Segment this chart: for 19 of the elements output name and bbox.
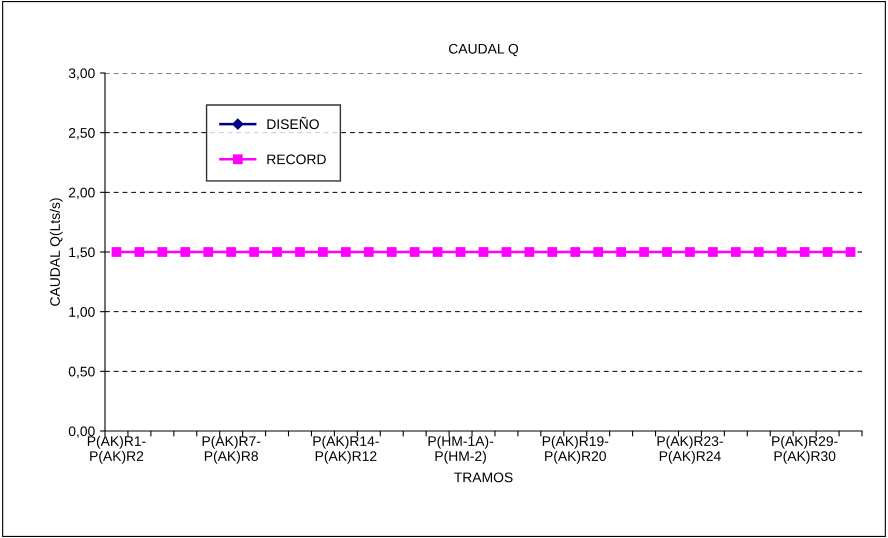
x-tick-label: P(AK)R19- P(AK)R20 bbox=[542, 436, 608, 464]
y-tick-label: 1,50 bbox=[69, 247, 95, 259]
y-tick-label: 2,00 bbox=[68, 188, 95, 200]
y-tick-label: 2,50 bbox=[68, 128, 95, 140]
x-tick-label: P(AK)R14- P(AK)R12 bbox=[313, 436, 379, 464]
y-tick-label: 0,00 bbox=[68, 426, 95, 438]
y-tick-label: 3,00 bbox=[68, 68, 95, 80]
chart-title: CAUDAL Q bbox=[448, 44, 518, 56]
legend-label: RECORD bbox=[267, 154, 326, 164]
y-tick-label: 0,50 bbox=[68, 366, 95, 378]
y-tick-label: 1,00 bbox=[69, 307, 95, 318]
x-tick-label: P(AK)R23- P(AK)R24 bbox=[658, 436, 723, 464]
y-axis-title: CAUDAL Q(Lts/s) bbox=[50, 198, 63, 306]
legend-label: DISEÑO bbox=[267, 116, 319, 130]
x-tick-label: P(AK)R7- P(AK)R8 bbox=[202, 436, 260, 464]
x-axis-title: TRAMOS bbox=[454, 472, 513, 482]
x-tick-label: P(AK)R1- P(AK)R2 bbox=[88, 436, 146, 464]
x-tick-label: P(HM-1A)- P(HM-2) bbox=[428, 436, 494, 464]
x-tick-label: P(AK)R29- P(AK)R30 bbox=[772, 436, 838, 464]
